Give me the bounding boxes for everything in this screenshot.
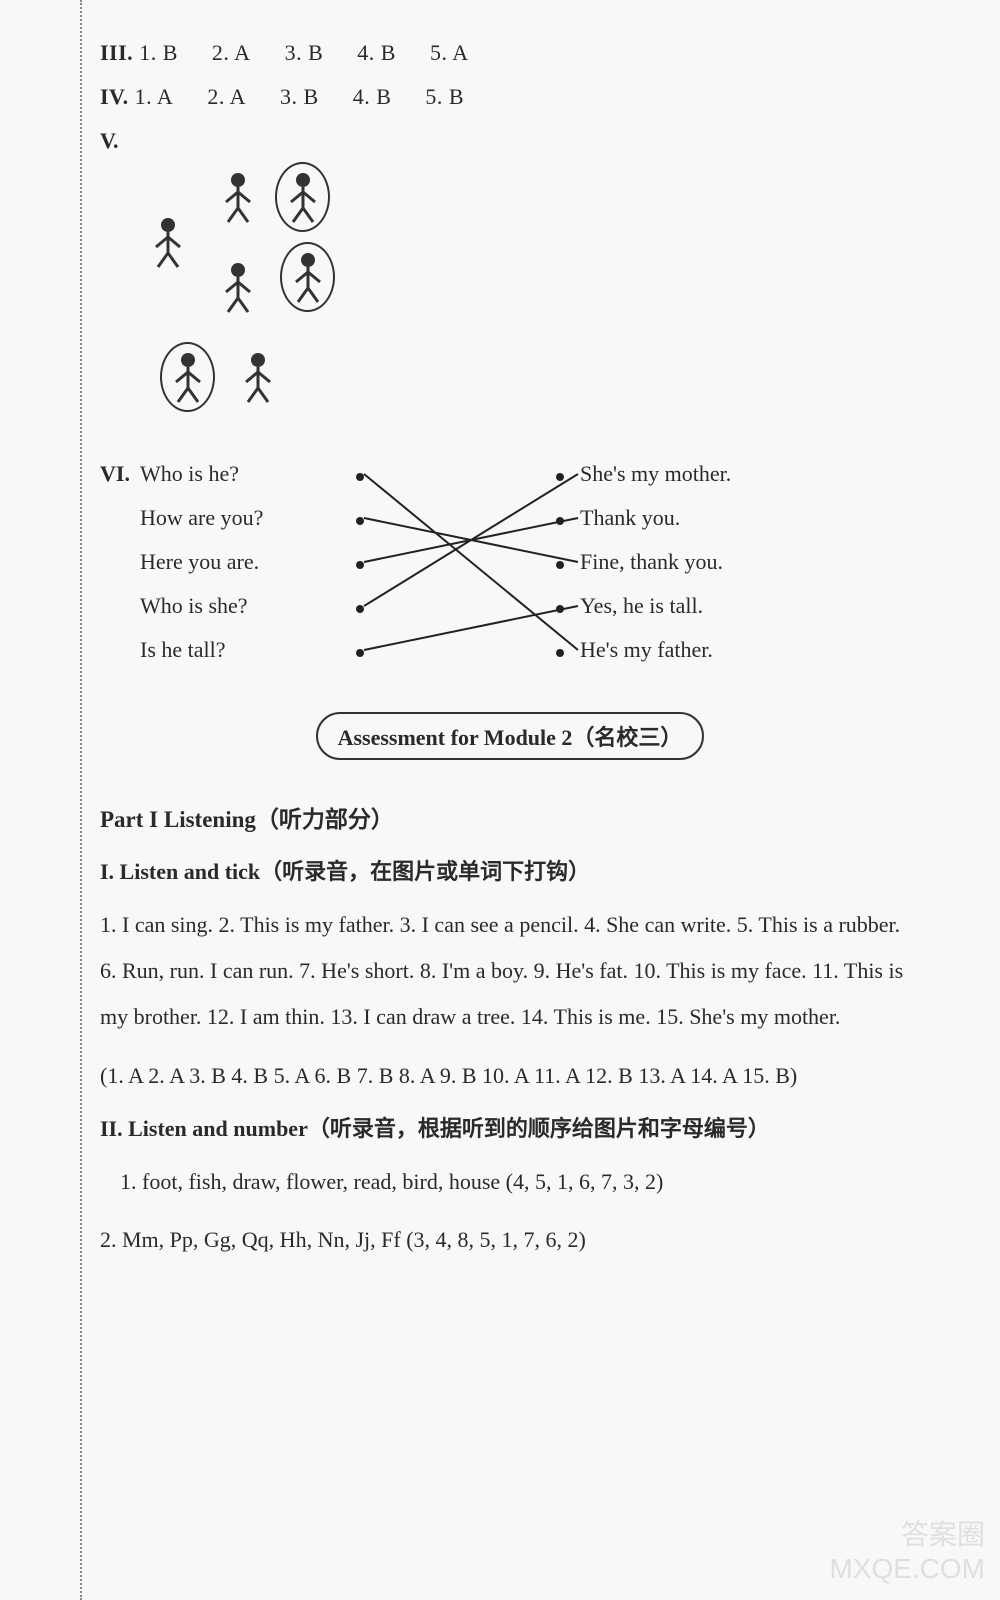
section-v-label: V. [100, 128, 920, 154]
match-left-text: Here you are. [140, 549, 340, 575]
answer-item: 5. A [430, 40, 469, 65]
match-dot-left [340, 593, 380, 619]
module-title-box: Assessment for Module 2（名校三） [316, 712, 705, 760]
answer-item: 2. A [207, 84, 246, 109]
person-icon [168, 350, 208, 405]
match-left-text: How are you? [140, 505, 340, 531]
match-dot-left [340, 461, 380, 487]
section-iv-row: IV. 1. A 2. A 3. B 4. B 5. B [100, 84, 920, 110]
match-dot-right [540, 505, 580, 531]
figure-oval [275, 162, 330, 232]
answer-item: 4. B [353, 84, 392, 109]
person-icon [218, 170, 258, 225]
section-v-figures [140, 162, 440, 422]
q2-header: II. Listen and number（听录音，根据听到的顺序给图片和字母编… [100, 1111, 920, 1143]
q1-answers: (1. A 2. A 3. B 4. B 5. A 6. B 7. B 8. A… [100, 1053, 920, 1099]
answer-item: 4. B [357, 40, 396, 65]
section-iv-label: IV. [100, 84, 129, 109]
match-left-text: Who is he? [140, 461, 340, 487]
match-dot-left [340, 549, 380, 575]
match-dot-right [540, 549, 580, 575]
match-dot-right [540, 637, 580, 663]
answer-item: 3. B [280, 84, 319, 109]
match-dot-right [540, 593, 580, 619]
watermark-line1: 答案圈 [829, 1513, 985, 1553]
match-row: Who is she? Yes, he is tall. [100, 584, 800, 628]
figure-oval [140, 207, 195, 277]
match-dot-left [340, 505, 380, 531]
q2-line1: 1. foot, fish, draw, flower, read, bird,… [100, 1159, 920, 1205]
section-iii-label: III. [100, 40, 133, 65]
q2-line2: 2. Mm, Pp, Gg, Qq, Hh, Nn, Jj, Ff (3, 4,… [100, 1217, 920, 1263]
answer-item: 1. B [139, 40, 178, 65]
person-icon [148, 215, 188, 270]
match-row: VI.Who is he? She's my mother. [100, 452, 800, 496]
figure-oval [280, 242, 335, 312]
left-dotted-rule [80, 0, 82, 1600]
match-dot-right [540, 461, 580, 487]
match-left-text: Who is she? [140, 593, 340, 619]
module-header: Assessment for Module 2（名校三） [100, 712, 920, 760]
match-right-text: Fine, thank you. [580, 549, 800, 575]
section-vi-label: VI. [100, 461, 140, 487]
person-icon [288, 250, 328, 305]
match-right-text: She's my mother. [580, 461, 800, 487]
match-dot-left [340, 637, 380, 663]
watermark: 答案圈 MXQE.COM [829, 1513, 985, 1585]
match-right-text: Thank you. [580, 505, 800, 531]
answer-item: 5. B [425, 84, 464, 109]
person-icon [238, 350, 278, 405]
match-left-text: Is he tall? [140, 637, 340, 663]
match-row: Is he tall? He's my father. [100, 628, 800, 672]
part1-title: Part I Listening（听力部分） [100, 800, 920, 834]
q1-text: 1. I can sing. 2. This is my father. 3. … [100, 902, 920, 1041]
answer-item: 1. A [135, 84, 174, 109]
section-vi-matching: VI.Who is he? She's my mother. How are you… [100, 452, 920, 672]
figure-oval [230, 342, 285, 412]
match-row: Here you are. Fine, thank you. [100, 540, 800, 584]
answer-item: 3. B [285, 40, 324, 65]
watermark-line2: MXQE.COM [829, 1553, 985, 1585]
figure-oval [210, 162, 265, 232]
figure-oval [210, 252, 265, 322]
match-table: VI.Who is he? She's my mother. How are you… [100, 452, 800, 672]
match-right-text: Yes, he is tall. [580, 593, 800, 619]
answer-item: 2. A [212, 40, 251, 65]
figure-oval [160, 342, 215, 412]
person-icon [283, 170, 323, 225]
match-row: How are you? Thank you. [100, 496, 800, 540]
match-right-text: He's my father. [580, 637, 800, 663]
section-iii-row: III. 1. B 2. A 3. B 4. B 5. A [100, 40, 920, 66]
q1-header: I. Listen and tick（听录音，在图片或单词下打钩） [100, 854, 920, 886]
person-icon [218, 260, 258, 315]
